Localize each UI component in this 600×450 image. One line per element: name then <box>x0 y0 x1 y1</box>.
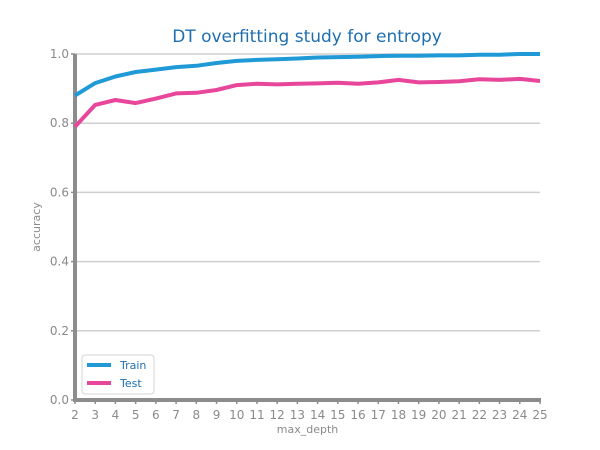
x-tick-label: 14 <box>310 408 325 422</box>
x-tick-label: 9 <box>213 408 221 422</box>
x-tick-label: 13 <box>290 408 305 422</box>
y-tick-label: 1.0 <box>50 47 69 61</box>
x-tick-label: 7 <box>172 408 180 422</box>
x-tick-label: 23 <box>492 408 507 422</box>
legend-label-train: Train <box>119 359 146 372</box>
y-tick-labels: 0.0 0.2 0.4 0.6 0.8 1.0 <box>50 47 69 407</box>
series-line-test <box>73 76 541 129</box>
legend: Train Test <box>81 354 155 395</box>
x-tick-label: 17 <box>371 408 386 422</box>
x-tick-label: 21 <box>451 408 466 422</box>
x-tick-label: 2 <box>71 408 79 422</box>
x-tick-label: 11 <box>249 408 264 422</box>
x-tick-label: 6 <box>152 408 160 422</box>
x-tick-label: 10 <box>229 408 244 422</box>
x-axis-label: max_depth <box>277 423 339 436</box>
y-tick-label: 0.4 <box>50 255 69 269</box>
x-tick-label: 4 <box>112 408 120 422</box>
y-tick-label: 0.2 <box>50 324 69 338</box>
x-tick-label: 8 <box>192 408 200 422</box>
x-tick-label: 20 <box>431 408 446 422</box>
x-tick-labels: 2 3 4 5 6 7 8 9 10 11 12 13 14 15 16 17 18 19 20 21 22 23 24 25 <box>71 408 547 422</box>
x-tick-label: 24 <box>512 408 527 422</box>
x-tick-label: 25 <box>532 408 547 422</box>
y-tick-label: 0.0 <box>50 393 69 407</box>
series-lines <box>73 52 541 129</box>
x-tick-label: 19 <box>411 408 426 422</box>
x-tick-label: 5 <box>132 408 140 422</box>
x-tick-label: 18 <box>391 408 406 422</box>
x-tick-label: 12 <box>270 408 285 422</box>
x-tick-label: 22 <box>472 408 487 422</box>
x-tick-label: 15 <box>330 408 345 422</box>
axes <box>71 53 541 404</box>
x-tick-label: 3 <box>91 408 99 422</box>
chart-title: DT overfitting study for entropy <box>172 27 442 47</box>
series-line-train <box>73 52 540 98</box>
x-tick-label: 16 <box>350 408 365 422</box>
legend-label-test: Test <box>119 377 142 390</box>
y-axis-label: accuracy <box>30 202 43 252</box>
gridlines <box>75 53 540 401</box>
y-tick-label: 0.8 <box>50 116 69 130</box>
y-tick-label: 0.6 <box>50 185 69 199</box>
